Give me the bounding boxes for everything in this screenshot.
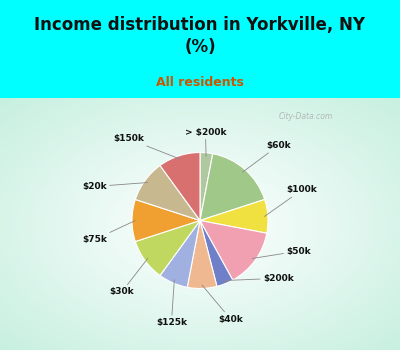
Text: Income distribution in Yorkville, NY
(%): Income distribution in Yorkville, NY (%) [34, 16, 366, 56]
Wedge shape [160, 153, 200, 220]
Wedge shape [200, 220, 233, 286]
Wedge shape [200, 154, 265, 220]
Text: $40k: $40k [202, 285, 243, 324]
Wedge shape [187, 220, 217, 288]
Wedge shape [200, 199, 268, 233]
Wedge shape [132, 199, 200, 241]
Wedge shape [135, 166, 200, 220]
Wedge shape [160, 220, 200, 287]
Wedge shape [135, 220, 200, 275]
Text: $100k: $100k [264, 186, 317, 216]
Text: $50k: $50k [252, 247, 311, 258]
Text: $20k: $20k [82, 182, 148, 191]
Text: $125k: $125k [156, 280, 187, 327]
Text: City-Data.com: City-Data.com [278, 112, 333, 121]
Text: All residents: All residents [156, 76, 244, 89]
Text: > $200k: > $200k [185, 128, 226, 156]
Text: $200k: $200k [224, 274, 294, 283]
Wedge shape [200, 220, 267, 280]
Text: $75k: $75k [82, 220, 136, 244]
Wedge shape [200, 153, 213, 220]
Text: $150k: $150k [113, 134, 180, 159]
Text: $30k: $30k [110, 258, 148, 296]
Text: $60k: $60k [243, 141, 290, 172]
